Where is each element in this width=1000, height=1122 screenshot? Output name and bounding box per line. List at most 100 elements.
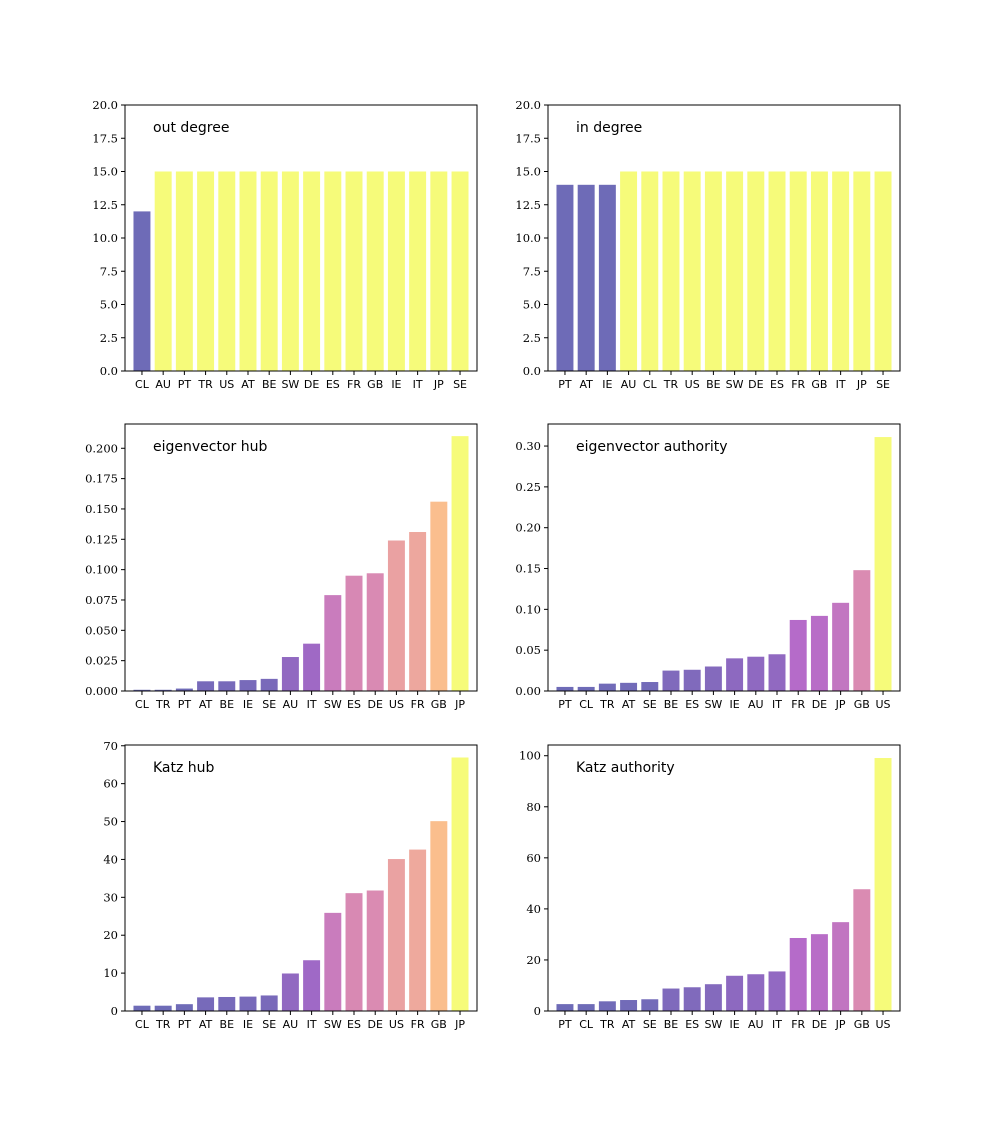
x-tick-label: PT <box>178 1018 192 1031</box>
y-tick-label: 0.075 <box>85 593 118 607</box>
panel-title: eigenvector hub <box>153 439 267 455</box>
x-tick-label: SE <box>643 698 657 711</box>
bar-CL <box>133 689 151 691</box>
bar-BE <box>260 171 278 371</box>
x-tick-label: AU <box>748 698 764 711</box>
y-tick-label: 0.050 <box>85 623 118 637</box>
y-tick-label: 0.15 <box>515 562 541 576</box>
y-tick-label: 0.25 <box>515 480 541 494</box>
x-tick-label: GB <box>431 698 447 711</box>
bar-FR <box>409 532 427 691</box>
panel-title: out degree <box>153 120 229 136</box>
x-tick-label: JP <box>454 698 465 711</box>
x-tick-label: US <box>876 698 891 711</box>
y-tick-label: 0.0 <box>100 364 118 378</box>
x-tick-label: CL <box>135 378 150 391</box>
bar-GB <box>430 821 448 1011</box>
panel-title: eigenvector authority <box>576 439 728 455</box>
y-tick-label: 50 <box>103 815 118 829</box>
x-tick-label: SE <box>262 698 276 711</box>
bar-TR <box>197 171 215 371</box>
bar-BE <box>218 996 236 1011</box>
bar-AU <box>747 656 765 691</box>
bar-IE <box>726 975 744 1011</box>
x-tick-label: IE <box>730 1018 740 1031</box>
bar-DE <box>810 615 828 691</box>
y-tick-label: 7.5 <box>100 264 118 278</box>
bar-PT <box>556 1004 574 1011</box>
bar-TR <box>598 683 616 691</box>
x-tick-label: AT <box>241 378 255 391</box>
bar-US <box>683 171 701 371</box>
y-tick-label: 17.5 <box>515 131 541 145</box>
x-tick-label: IT <box>772 698 782 711</box>
y-tick-label: 60 <box>103 777 118 791</box>
bar-TR <box>662 171 680 371</box>
y-tick-label: 0.175 <box>85 472 118 486</box>
x-tick-label: ES <box>770 378 784 391</box>
bar-US <box>387 540 405 691</box>
x-tick-label: AT <box>199 1018 213 1031</box>
x-tick-label: US <box>876 1018 891 1031</box>
bar-SW <box>704 984 722 1011</box>
x-tick-label: US <box>389 1018 404 1031</box>
y-tick-label: 100 <box>519 749 541 763</box>
x-tick-label: BE <box>706 378 721 391</box>
x-tick-label: AU <box>748 1018 764 1031</box>
y-tick-label: 20 <box>526 953 541 967</box>
x-tick-label: SE <box>262 1018 276 1031</box>
y-tick-label: 0.150 <box>85 502 118 516</box>
x-tick-label: SE <box>643 1018 657 1031</box>
bar-AT <box>197 997 215 1011</box>
bar-ES <box>345 575 363 691</box>
x-tick-label: JP <box>835 1018 846 1031</box>
bar-BE <box>704 171 722 371</box>
bar-TR <box>154 689 172 691</box>
bar-SE <box>874 171 892 371</box>
x-tick-label: GB <box>854 1018 870 1031</box>
y-tick-label: 70 <box>103 739 118 753</box>
bar-PT <box>556 184 574 371</box>
y-tick-label: 2.5 <box>523 331 541 345</box>
bar-AT <box>620 682 638 691</box>
y-tick-label: 0.125 <box>85 532 118 546</box>
bar-AU <box>620 171 638 371</box>
y-tick-label: 20.0 <box>92 98 118 112</box>
bar-IE <box>239 680 257 691</box>
y-tick-label: 40 <box>526 902 541 916</box>
bar-AT <box>620 1000 638 1011</box>
x-tick-label: IE <box>243 698 253 711</box>
x-tick-label: SE <box>453 378 467 391</box>
panel-title: in degree <box>576 120 642 136</box>
y-tick-label: 2.5 <box>100 331 118 345</box>
x-tick-label: GB <box>367 378 383 391</box>
x-tick-label: SW <box>726 378 744 391</box>
bar-CL <box>133 1005 151 1011</box>
x-tick-label: SW <box>324 698 342 711</box>
x-tick-label: DE <box>812 1018 827 1031</box>
x-tick-label: IT <box>772 1018 782 1031</box>
bar-SW <box>324 912 342 1011</box>
x-tick-label: US <box>389 698 404 711</box>
axes-frame <box>124 423 478 692</box>
bar-SW <box>281 171 299 371</box>
bar-IE <box>387 171 405 371</box>
y-tick-label: 30 <box>103 890 118 904</box>
bar-US <box>874 437 892 691</box>
x-tick-label: JP <box>835 698 846 711</box>
x-tick-label: JP <box>433 378 444 391</box>
x-tick-label: BE <box>262 378 277 391</box>
bar-IE <box>598 184 616 371</box>
x-tick-label: TR <box>599 698 615 711</box>
axes-frame <box>547 744 901 1012</box>
x-tick-label: DE <box>748 378 763 391</box>
y-tick-label: 20.0 <box>515 98 541 112</box>
bar-SW <box>726 171 744 371</box>
x-tick-label: AU <box>621 378 637 391</box>
x-tick-label: DE <box>368 698 383 711</box>
bar-CL <box>577 686 595 691</box>
bar-US <box>874 758 892 1011</box>
bar-SE <box>260 678 278 691</box>
axes-frame <box>547 423 901 692</box>
y-tick-label: 7.5 <box>523 264 541 278</box>
